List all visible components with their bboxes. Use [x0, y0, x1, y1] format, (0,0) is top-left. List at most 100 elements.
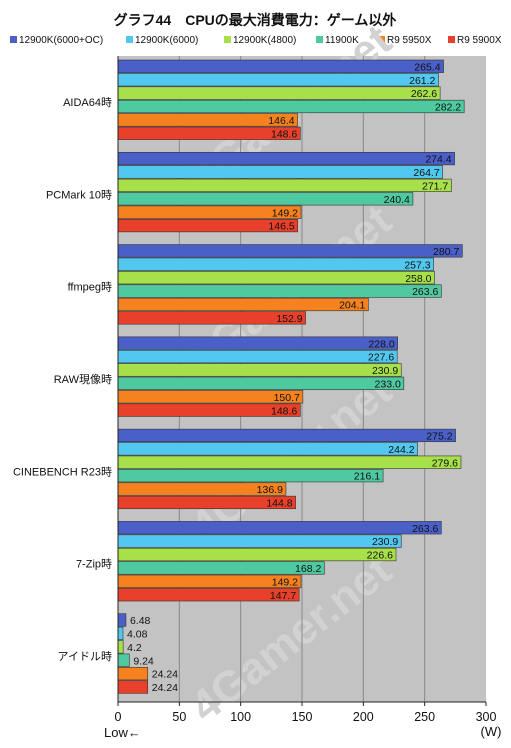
- bar-value-label: 9.24: [133, 655, 154, 667]
- bar: [117, 534, 402, 548]
- bar-value-label: 280.7: [433, 246, 459, 258]
- bar-value-label: 274.4: [425, 154, 451, 166]
- bar: [117, 73, 439, 87]
- bar: [117, 640, 124, 654]
- bar-value-label: 150.7: [274, 392, 300, 404]
- x-tick-label: 200: [353, 710, 374, 724]
- bar-value-label: 149.2: [272, 576, 298, 588]
- legend-swatch: [448, 36, 455, 43]
- bar-value-label: 282.2: [435, 102, 461, 114]
- bar-value-label: 149.2: [272, 207, 298, 219]
- bar-value-label: 265.4: [414, 61, 440, 73]
- bar: [117, 336, 398, 350]
- bar-value-label: 271.7: [422, 180, 448, 192]
- bar-value-label: 146.5: [268, 221, 294, 233]
- bar: [117, 59, 444, 73]
- x-tick-label: 100: [230, 710, 251, 724]
- bar: [117, 284, 442, 298]
- legend-label: 12900K(6000): [135, 35, 198, 46]
- bar-value-label: 24.24: [152, 669, 178, 681]
- legend-label: R9 5900X: [457, 35, 502, 46]
- bar: [117, 271, 435, 285]
- bar-value-label: 263.6: [412, 286, 438, 298]
- bar: [117, 442, 418, 456]
- bar-value-label: 148.6: [271, 405, 297, 417]
- category-labels: AIDA64時 PCMark 10時 ffmpeg時 RAW現像時 CINEBENCH …: [13, 96, 112, 663]
- bar-value-label: 6.48: [130, 615, 151, 627]
- legend-swatch: [10, 36, 17, 43]
- bar-value-label: 147.7: [270, 590, 296, 602]
- x-axis: 0 50 100 150 200 250 300: [115, 56, 496, 724]
- legend-label: 12900K(6000+OC): [19, 35, 103, 46]
- x-tick-label: 150: [292, 710, 313, 724]
- bar-value-label: 257.3: [404, 259, 430, 271]
- bar-value-label: 262.6: [411, 88, 437, 100]
- legend-swatch: [224, 36, 231, 43]
- bar-value-label: 204.1: [339, 300, 365, 312]
- bar: [117, 626, 124, 641]
- bar: [117, 257, 434, 271]
- category-label: CINEBENCH R23時: [13, 465, 112, 478]
- bar-value-label: 261.2: [409, 75, 435, 87]
- category-label: アイドル時: [58, 650, 112, 663]
- bar-value-label: 258.0: [405, 273, 431, 285]
- legend-label: 12900K(4800): [233, 35, 296, 46]
- bar-value-label: 264.7: [413, 167, 439, 179]
- bar-value-label: 4.08: [127, 629, 148, 641]
- category-label: PCMark 10時: [46, 188, 112, 201]
- bar-value-label: 263.6: [412, 523, 438, 535]
- category-label: 7-Zip時: [76, 558, 112, 571]
- x-unit-label: (W): [481, 724, 502, 739]
- bar: [117, 376, 405, 390]
- legend: 12900K(6000+OC) 12900K(6000) 12900K(4800) 1…: [10, 35, 502, 46]
- bar-value-label: 168.2: [295, 563, 321, 575]
- bar: [117, 613, 127, 627]
- bar-value-label: 230.9: [372, 536, 398, 548]
- bar: [117, 455, 462, 469]
- bar: [117, 363, 402, 377]
- bar-value-label: 4.2: [127, 642, 142, 654]
- bar-value-label: 233.0: [375, 378, 401, 390]
- bar: [117, 667, 149, 681]
- bar: [117, 192, 414, 206]
- bar: [117, 244, 463, 258]
- bar: [117, 521, 442, 535]
- chart-title: グラフ44 CPUの最大消費電力：ゲーム以外: [114, 12, 397, 28]
- bar: [117, 680, 149, 694]
- legend-swatch: [126, 36, 133, 43]
- bar-value-label: 228.0: [368, 338, 394, 350]
- category-label: AIDA64時: [63, 96, 112, 109]
- bar-value-label: 148.6: [271, 128, 297, 140]
- x-tick-label: 0: [115, 710, 122, 724]
- bar-value-label: 24.24: [152, 682, 178, 694]
- legend-label: R9 5950X: [387, 35, 432, 46]
- bar: [117, 349, 398, 364]
- bar-value-label: 144.8: [266, 498, 292, 510]
- category-label: RAW現像時: [54, 373, 112, 386]
- category-label: ffmpeg時: [68, 281, 112, 294]
- bar-value-label: 216.1: [354, 471, 380, 483]
- legend-swatch: [378, 36, 385, 43]
- bar: [117, 428, 456, 443]
- bar-value-label: 240.4: [384, 194, 410, 206]
- direction-note: Low←: [104, 725, 141, 740]
- bar: [117, 469, 384, 483]
- x-tick-label: 50: [172, 710, 186, 724]
- bar: [117, 653, 130, 667]
- bar-value-label: 279.6: [432, 457, 458, 469]
- legend-label: 11900K: [325, 35, 359, 46]
- bar-value-label: 146.4: [268, 115, 294, 127]
- bars: 265.4261.2262.6282.2146.4148.6274.4264.7…: [117, 59, 465, 694]
- x-tick-label: 250: [414, 710, 435, 724]
- legend-swatch: [316, 36, 323, 43]
- bar: [117, 151, 455, 166]
- bar: [117, 165, 443, 179]
- bar-value-label: 244.2: [388, 444, 414, 456]
- bar: [117, 86, 441, 100]
- bar: [117, 547, 397, 562]
- bar: [117, 99, 465, 114]
- bar: [117, 178, 452, 192]
- bar-value-label: 226.6: [367, 550, 393, 562]
- bar-value-label: 275.2: [426, 431, 452, 443]
